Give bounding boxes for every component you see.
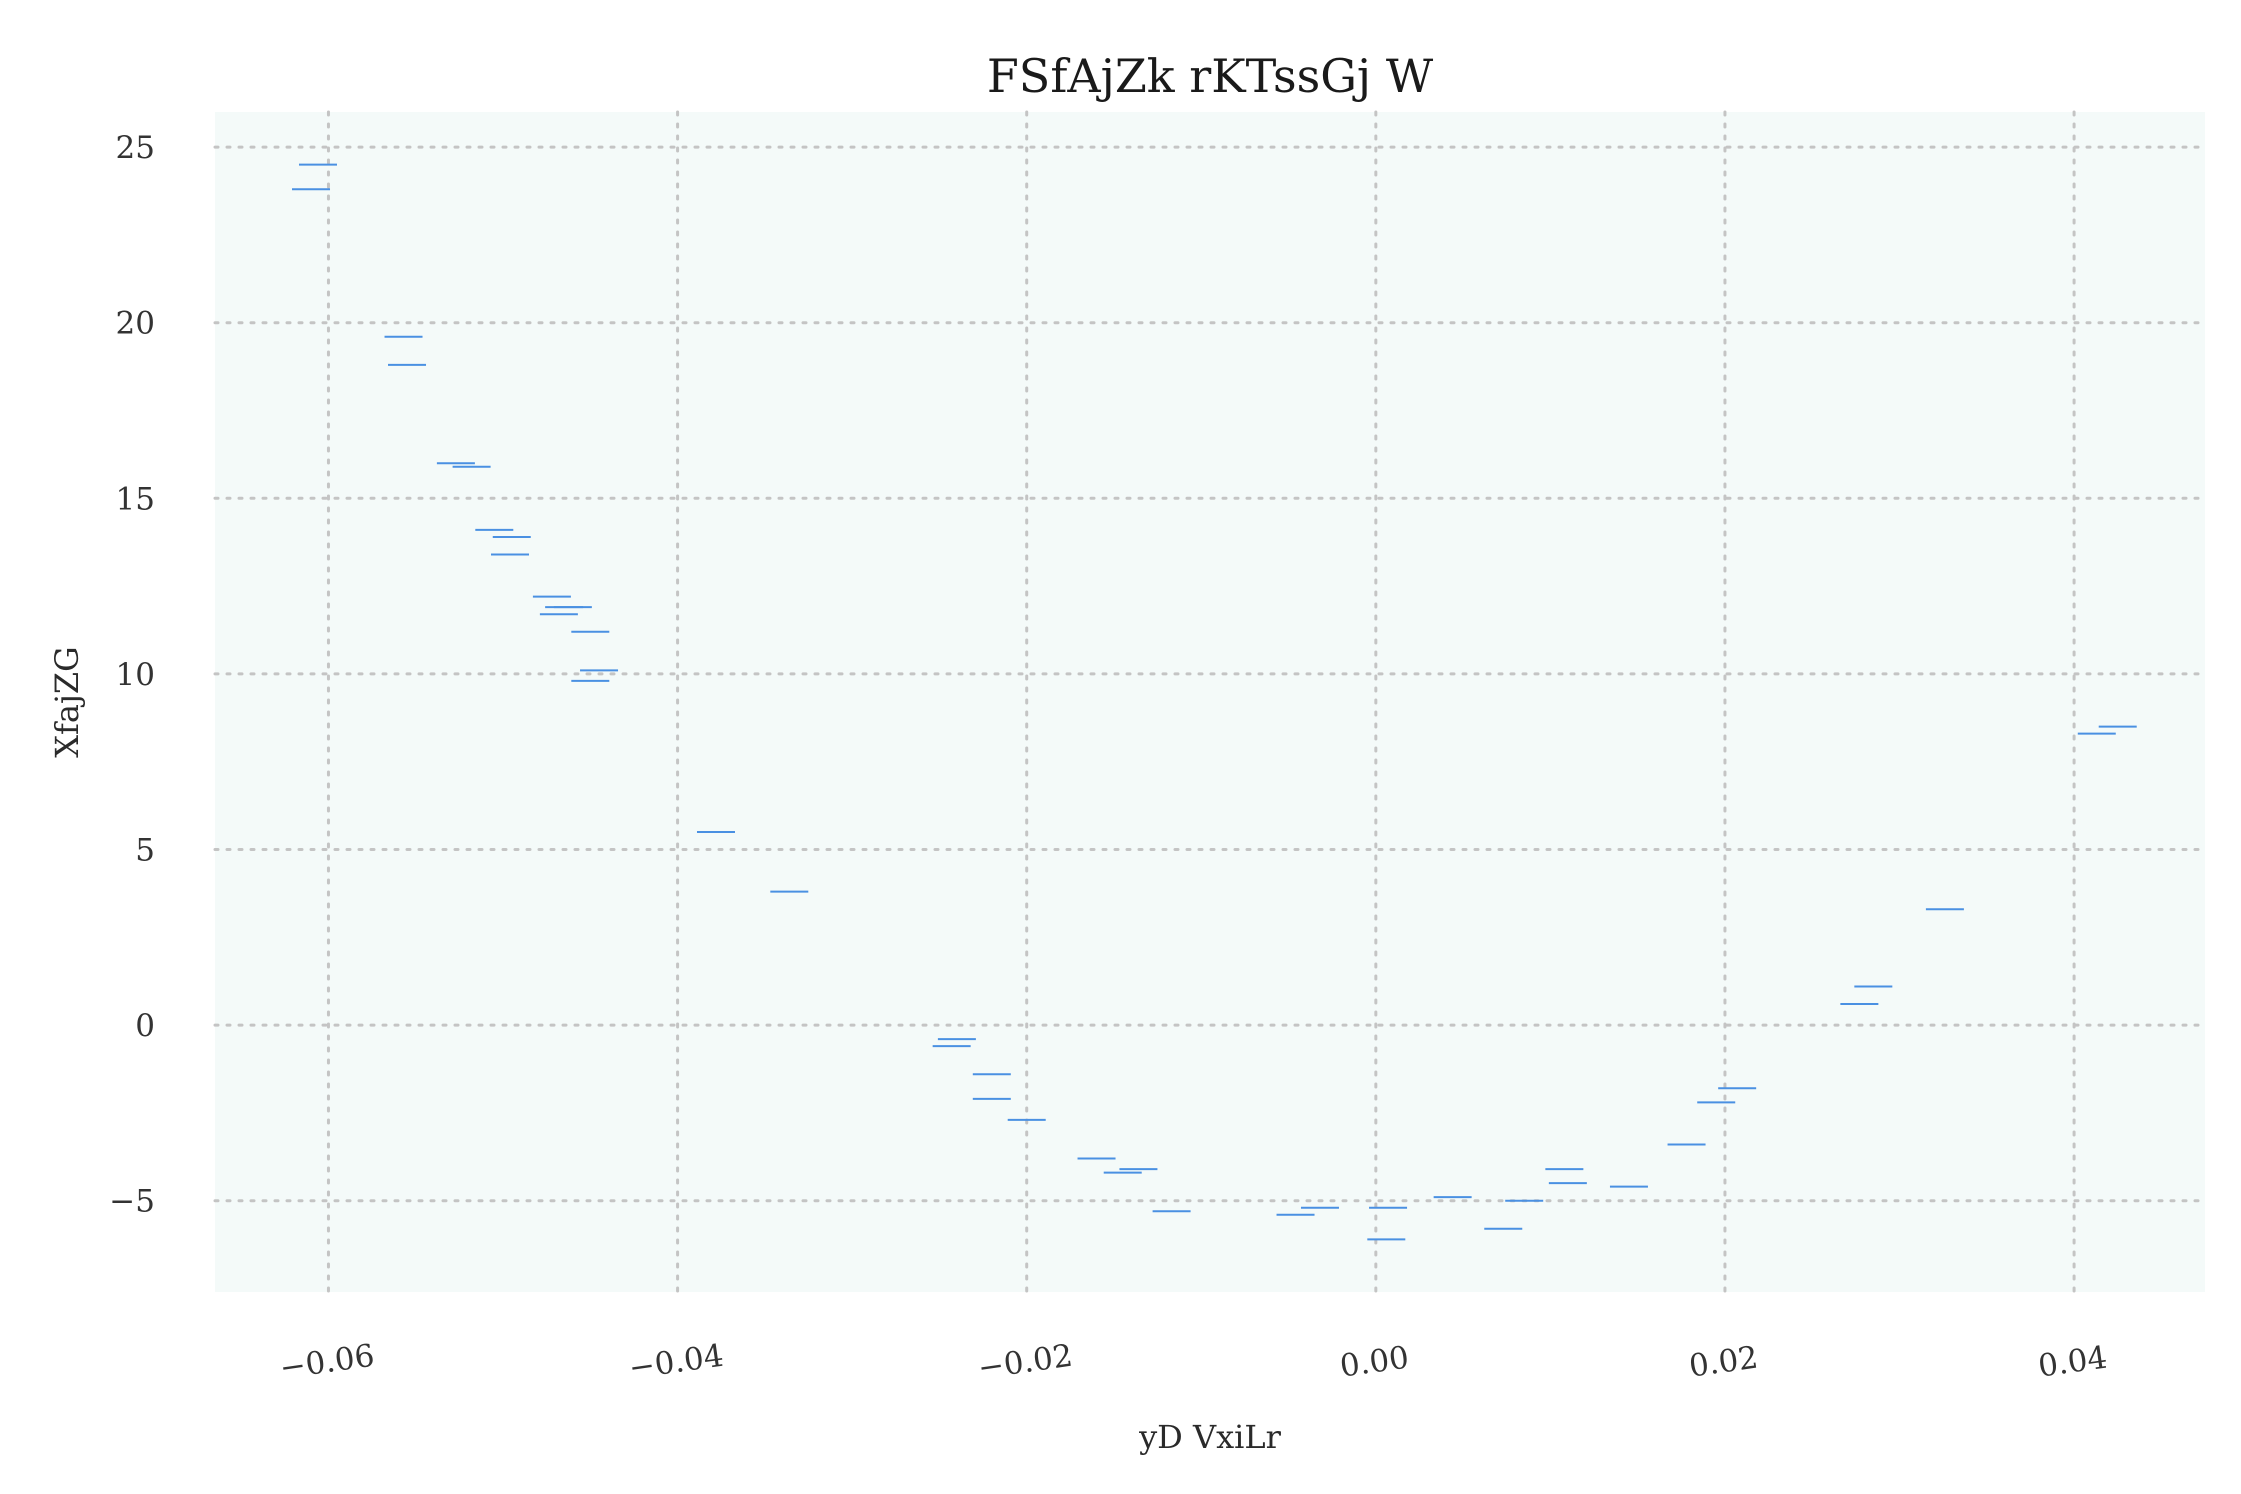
data-marks (292, 163, 2137, 1241)
y-axis-label: XfajZG (48, 646, 86, 757)
y-tick-label: −5 (109, 1184, 155, 1220)
x-tick-label: −0.02 (976, 1338, 1075, 1387)
y-gridlines (213, 145, 2207, 1203)
x-tick-label: −0.04 (627, 1338, 726, 1387)
y-tick-label: 25 (116, 130, 155, 166)
x-tick-labels: −0.06 −0.04 −0.02 0.00 0.02 0.04 (278, 1338, 2110, 1387)
y-tick-label: 15 (116, 481, 155, 517)
x-axis-label: yD VxiLr (1138, 1418, 1282, 1456)
x-tick-label: 0.02 (1687, 1339, 1760, 1384)
y-tick-label: 20 (116, 306, 155, 342)
y-tick-label: 10 (116, 657, 155, 693)
chart-title: FSfAjZk rKTssGj W (987, 49, 1434, 103)
x-tick-label: −0.06 (278, 1338, 377, 1387)
x-tick-label: 0.04 (2036, 1339, 2109, 1384)
y-tick-label: 0 (135, 1008, 155, 1044)
x-tick-label: 0.00 (1338, 1339, 1411, 1384)
x-gridlines (326, 110, 2076, 1294)
plot-background (215, 112, 2205, 1292)
y-tick-label: 5 (135, 833, 155, 869)
y-tick-labels: −5 0 5 10 15 20 25 (109, 130, 155, 1220)
